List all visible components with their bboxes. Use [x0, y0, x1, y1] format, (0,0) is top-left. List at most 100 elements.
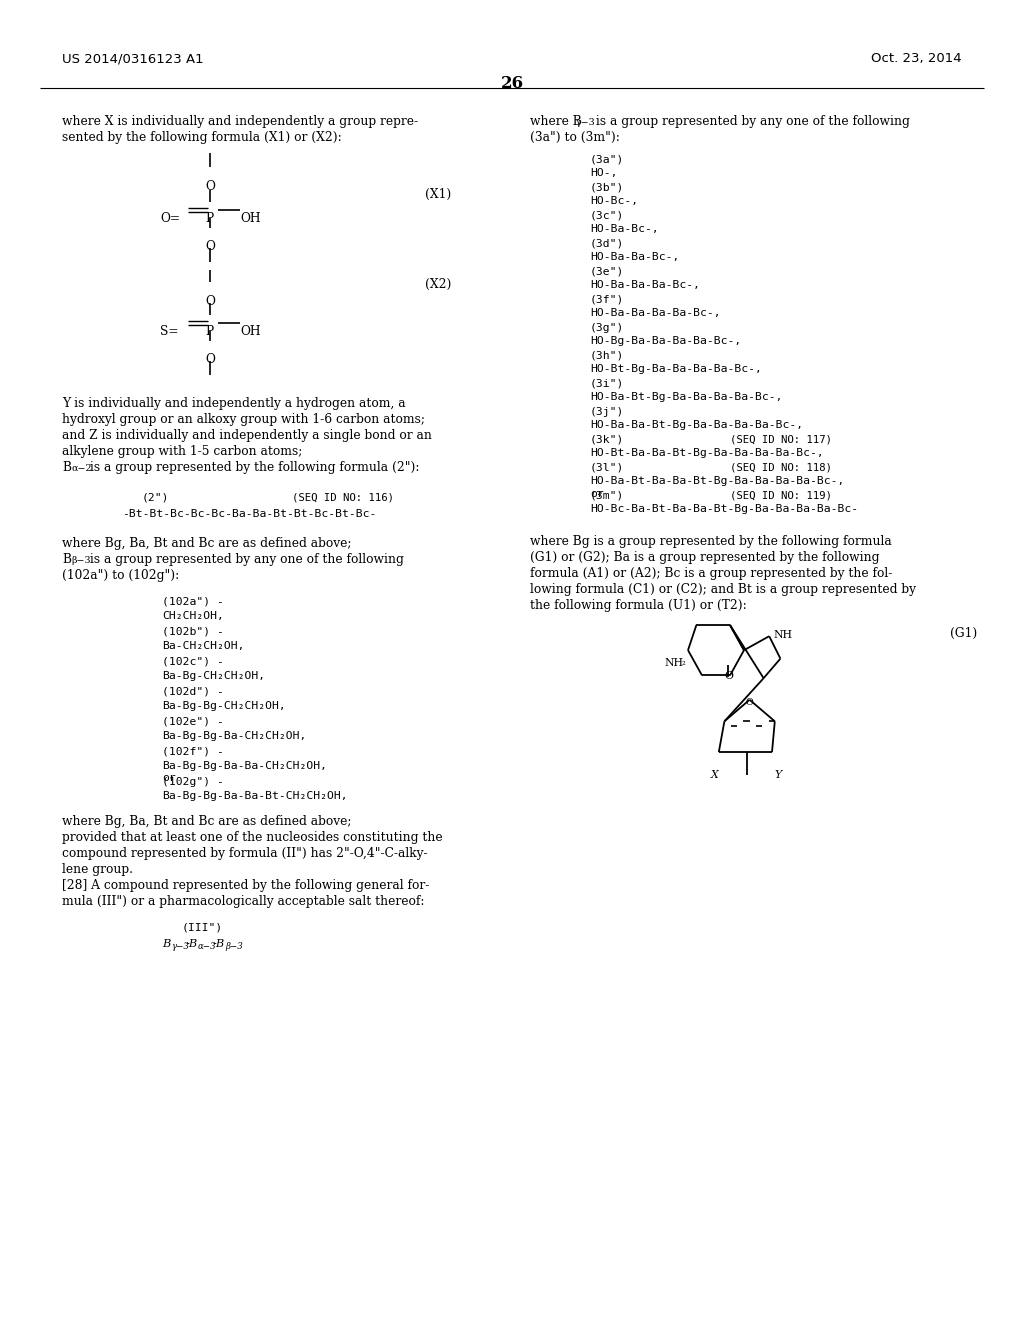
Text: (102a") -: (102a") - [162, 597, 224, 607]
Text: formula (A1) or (A2); Bc is a group represented by the fol-: formula (A1) or (A2); Bc is a group repr… [530, 568, 892, 579]
Text: where B: where B [530, 115, 582, 128]
Text: (3k"): (3k") [590, 436, 625, 445]
Text: where X is individually and independently a group repre-: where X is individually and independentl… [62, 115, 418, 128]
Text: (3l"): (3l") [590, 463, 625, 473]
Text: provided that at least one of the nucleosides constituting the: provided that at least one of the nucleo… [62, 832, 442, 843]
Text: HO-Ba-Bt-Ba-Ba-Bt-Bg-Ba-Ba-Ba-Ba-Bc-,: HO-Ba-Bt-Ba-Ba-Bt-Bg-Ba-Ba-Ba-Ba-Bc-, [590, 477, 845, 486]
Text: HO-Ba-Bc-,: HO-Ba-Bc-, [590, 224, 658, 234]
Text: B: B [62, 553, 71, 566]
Text: (102e") -: (102e") - [162, 717, 224, 727]
Text: where Bg is a group represented by the following formula: where Bg is a group represented by the f… [530, 535, 892, 548]
Text: (SEQ ID NO: 116): (SEQ ID NO: 116) [292, 492, 394, 503]
Text: β−3: β−3 [71, 556, 91, 565]
Text: (3c"): (3c") [590, 211, 625, 220]
Text: compound represented by formula (II") has 2"-O,4"-C-alky-: compound represented by formula (II") ha… [62, 847, 428, 861]
Text: (102g") -: (102g") - [162, 777, 224, 787]
Text: HO-Bt-Ba-Ba-Bt-Bg-Ba-Ba-Ba-Ba-Bc-,: HO-Bt-Ba-Ba-Bt-Bg-Ba-Ba-Ba-Ba-Bc-, [590, 447, 823, 458]
Text: HO-Bc-,: HO-Bc-, [590, 195, 638, 206]
Text: Oct. 23, 2014: Oct. 23, 2014 [871, 51, 962, 65]
Text: (SEQ ID NO: 118): (SEQ ID NO: 118) [730, 463, 831, 473]
Text: HO-Ba-Ba-Ba-Bc-,: HO-Ba-Ba-Ba-Bc-, [590, 280, 700, 290]
Text: γ−3: γ−3 [575, 117, 596, 127]
Text: (3a"): (3a") [590, 154, 625, 165]
Text: (G1) or (G2); Ba is a group represented by the following: (G1) or (G2); Ba is a group represented … [530, 550, 880, 564]
Text: (3e"): (3e") [590, 267, 625, 277]
Text: (3h"): (3h") [590, 351, 625, 360]
Text: Y is individually and independently a hydrogen atom, a: Y is individually and independently a hy… [62, 397, 406, 411]
Text: mula (III") or a pharmacologically acceptable salt thereof:: mula (III") or a pharmacologically accep… [62, 895, 425, 908]
Text: (102d") -: (102d") - [162, 686, 224, 697]
Text: 26: 26 [501, 75, 523, 92]
Text: hydroxyl group or an alkoxy group with 1-6 carbon atoms;: hydroxyl group or an alkoxy group with 1… [62, 413, 425, 426]
Text: (3j"): (3j") [590, 407, 625, 417]
Text: (3b"): (3b") [590, 183, 625, 193]
Text: (102a") to (102g"):: (102a") to (102g"): [62, 569, 179, 582]
Text: is a group represented by any one of the following: is a group represented by any one of the… [86, 553, 403, 566]
Text: -B: -B [186, 939, 199, 949]
Text: β−3: β−3 [225, 942, 243, 950]
Text: and Z is individually and independently a single bond or an: and Z is individually and independently … [62, 429, 432, 442]
Text: (2"): (2") [142, 492, 170, 503]
Text: (III"): (III") [182, 923, 223, 933]
Text: or: or [590, 488, 604, 499]
Text: HO-Ba-Ba-Bc-,: HO-Ba-Ba-Bc-, [590, 252, 679, 261]
Text: where Bg, Ba, Bt and Bc are as defined above;: where Bg, Ba, Bt and Bc are as defined a… [62, 814, 351, 828]
Text: P: P [205, 325, 213, 338]
Text: Ba-Bg-Bg-Ba-Ba-Bt-CH₂CH₂OH,: Ba-Bg-Bg-Ba-Ba-Bt-CH₂CH₂OH, [162, 791, 347, 801]
Text: O: O [205, 240, 215, 253]
Text: B: B [62, 461, 71, 474]
Text: (3a") to (3m"):: (3a") to (3m"): [530, 131, 620, 144]
Text: [28] A compound represented by the following general for-: [28] A compound represented by the follo… [62, 879, 429, 892]
Text: α−3: α−3 [198, 942, 217, 950]
Text: O: O [205, 180, 215, 193]
Text: NH: NH [773, 630, 793, 640]
Text: Y: Y [774, 770, 781, 780]
Text: Ba-CH₂CH₂OH,: Ba-CH₂CH₂OH, [162, 642, 245, 651]
Text: HO-Bg-Ba-Ba-Ba-Ba-Bc-,: HO-Bg-Ba-Ba-Ba-Ba-Bc-, [590, 337, 741, 346]
Text: is a group represented by any one of the following: is a group represented by any one of the… [592, 115, 910, 128]
Text: (3f"): (3f") [590, 294, 625, 305]
Text: X: X [711, 770, 719, 780]
Text: O: O [745, 698, 754, 706]
Text: Ba-Bg-Bg-CH₂CH₂OH,: Ba-Bg-Bg-CH₂CH₂OH, [162, 701, 286, 711]
Text: lene group.: lene group. [62, 863, 133, 876]
Text: HO-Ba-Ba-Bt-Bg-Ba-Ba-Ba-Ba-Bc-,: HO-Ba-Ba-Bt-Bg-Ba-Ba-Ba-Ba-Bc-, [590, 420, 803, 430]
Text: (3d"): (3d") [590, 239, 625, 249]
Text: HO-Ba-Ba-Ba-Ba-Bc-,: HO-Ba-Ba-Ba-Ba-Bc-, [590, 308, 721, 318]
Text: (102f") -: (102f") - [162, 747, 224, 756]
Text: sented by the following formula (X1) or (X2):: sented by the following formula (X1) or … [62, 131, 342, 144]
Text: (3i"): (3i") [590, 379, 625, 389]
Text: US 2014/0316123 A1: US 2014/0316123 A1 [62, 51, 204, 65]
Text: γ−3: γ−3 [171, 942, 188, 950]
Text: CH₂CH₂OH,: CH₂CH₂OH, [162, 611, 224, 620]
Text: O: O [205, 352, 215, 366]
Text: O: O [205, 294, 215, 308]
Text: OH: OH [240, 325, 261, 338]
Text: or: or [162, 774, 176, 783]
Text: Ba-Bg-CH₂CH₂OH,: Ba-Bg-CH₂CH₂OH, [162, 671, 265, 681]
Text: B: B [162, 939, 170, 949]
Text: P: P [205, 213, 213, 224]
Text: is a group represented by the following formula (2"):: is a group represented by the following … [86, 461, 420, 474]
Text: (3m"): (3m") [590, 491, 625, 502]
Text: α−2: α−2 [71, 465, 91, 473]
Text: O: O [724, 672, 733, 681]
Text: HO-Ba-Bt-Bg-Ba-Ba-Ba-Ba-Bc-,: HO-Ba-Bt-Bg-Ba-Ba-Ba-Ba-Bc-, [590, 392, 782, 403]
Text: the following formula (U1) or (T2):: the following formula (U1) or (T2): [530, 599, 746, 612]
Text: HO-Bt-Bg-Ba-Ba-Ba-Ba-Bc-,: HO-Bt-Bg-Ba-Ba-Ba-Ba-Bc-, [590, 364, 762, 374]
Text: (G1): (G1) [950, 627, 977, 640]
Text: OH: OH [240, 213, 261, 224]
Text: O=: O= [160, 213, 180, 224]
Text: alkylene group with 1-5 carbon atoms;: alkylene group with 1-5 carbon atoms; [62, 445, 302, 458]
Text: Ba-Bg-Bg-Ba-CH₂CH₂OH,: Ba-Bg-Bg-Ba-CH₂CH₂OH, [162, 731, 306, 741]
Text: (102b") -: (102b") - [162, 627, 224, 638]
Text: (102c") -: (102c") - [162, 657, 224, 667]
Text: Ba-Bg-Bg-Ba-Ba-CH₂CH₂OH,: Ba-Bg-Bg-Ba-Ba-CH₂CH₂OH, [162, 762, 327, 771]
Text: (3g"): (3g") [590, 323, 625, 333]
Text: HO-,: HO-, [590, 168, 617, 178]
Text: S=: S= [160, 325, 178, 338]
Text: HO-Bc-Ba-Bt-Ba-Ba-Bt-Bg-Ba-Ba-Ba-Ba-Bc-: HO-Bc-Ba-Bt-Ba-Ba-Bt-Bg-Ba-Ba-Ba-Ba-Bc- [590, 504, 858, 513]
Text: -B: -B [213, 939, 225, 949]
Text: NH: NH [664, 659, 683, 668]
Text: (X2): (X2) [425, 279, 452, 290]
